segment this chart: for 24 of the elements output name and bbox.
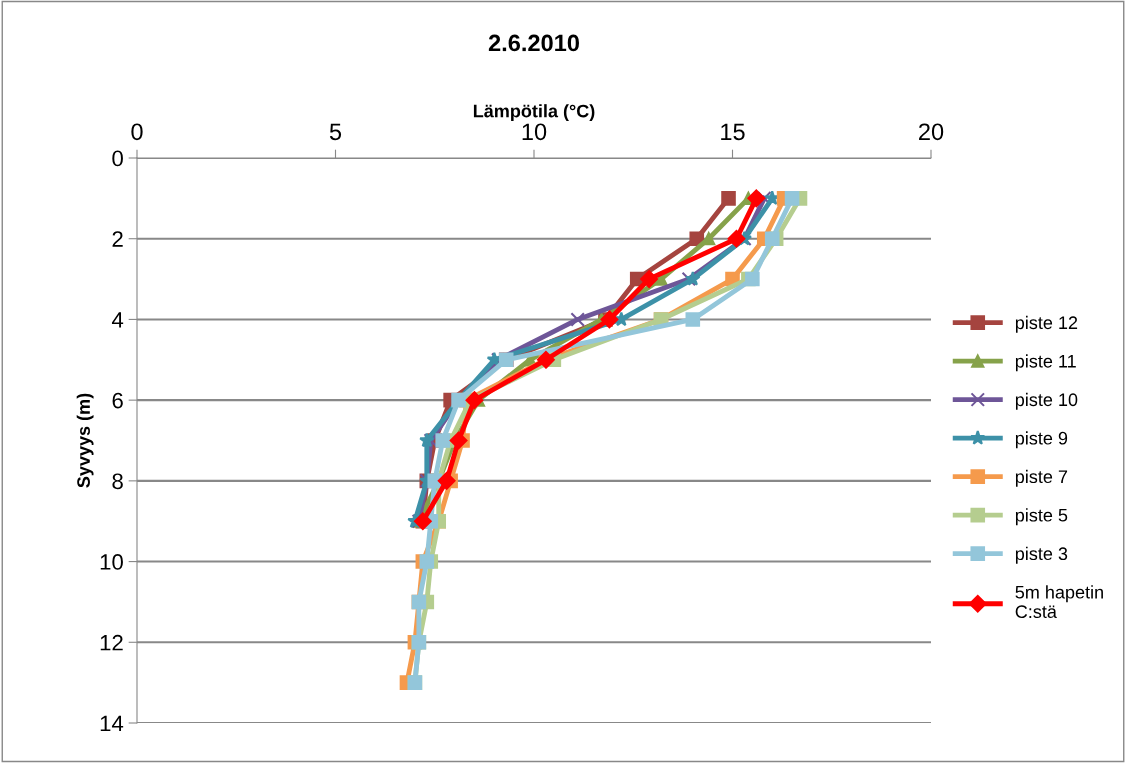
y-tick-label: 2 <box>112 231 123 247</box>
y-tick-label: 4 <box>111 312 124 328</box>
legend-label: piste 11 <box>1015 354 1076 372</box>
legend-label: piste 9 <box>1015 431 1068 449</box>
y-tick-label: 6 <box>112 392 123 409</box>
legend-label: piste 7 <box>1015 469 1068 487</box>
legend-label: piste 5 <box>1015 508 1068 526</box>
y-tick-label: 0 <box>112 150 123 167</box>
x-tick-label: 10 <box>522 123 547 141</box>
y-tick-label: 8 <box>112 473 123 490</box>
legend-label: 5m hapetin C:stä <box>1015 585 1103 619</box>
x-axis-title: Lämpötila (°C) <box>473 104 595 121</box>
y-tick-label: 14 <box>100 715 124 732</box>
x-tick-label: 5 <box>329 123 342 141</box>
y-tick-label: 12 <box>100 634 123 651</box>
y-axis-title: Syvyys (m) <box>76 393 94 488</box>
legend-label: piste 12 <box>1015 315 1078 333</box>
legend-label: piste 10 <box>1015 392 1078 410</box>
x-tick-label: 15 <box>721 123 745 141</box>
x-tick-label: 20 <box>919 123 944 141</box>
chart-title: 2.6.2010 <box>488 34 579 52</box>
legend-label: piste 3 <box>1015 546 1068 564</box>
y-tick-label: 10 <box>100 554 123 570</box>
x-tick-label: 0 <box>131 123 143 141</box>
